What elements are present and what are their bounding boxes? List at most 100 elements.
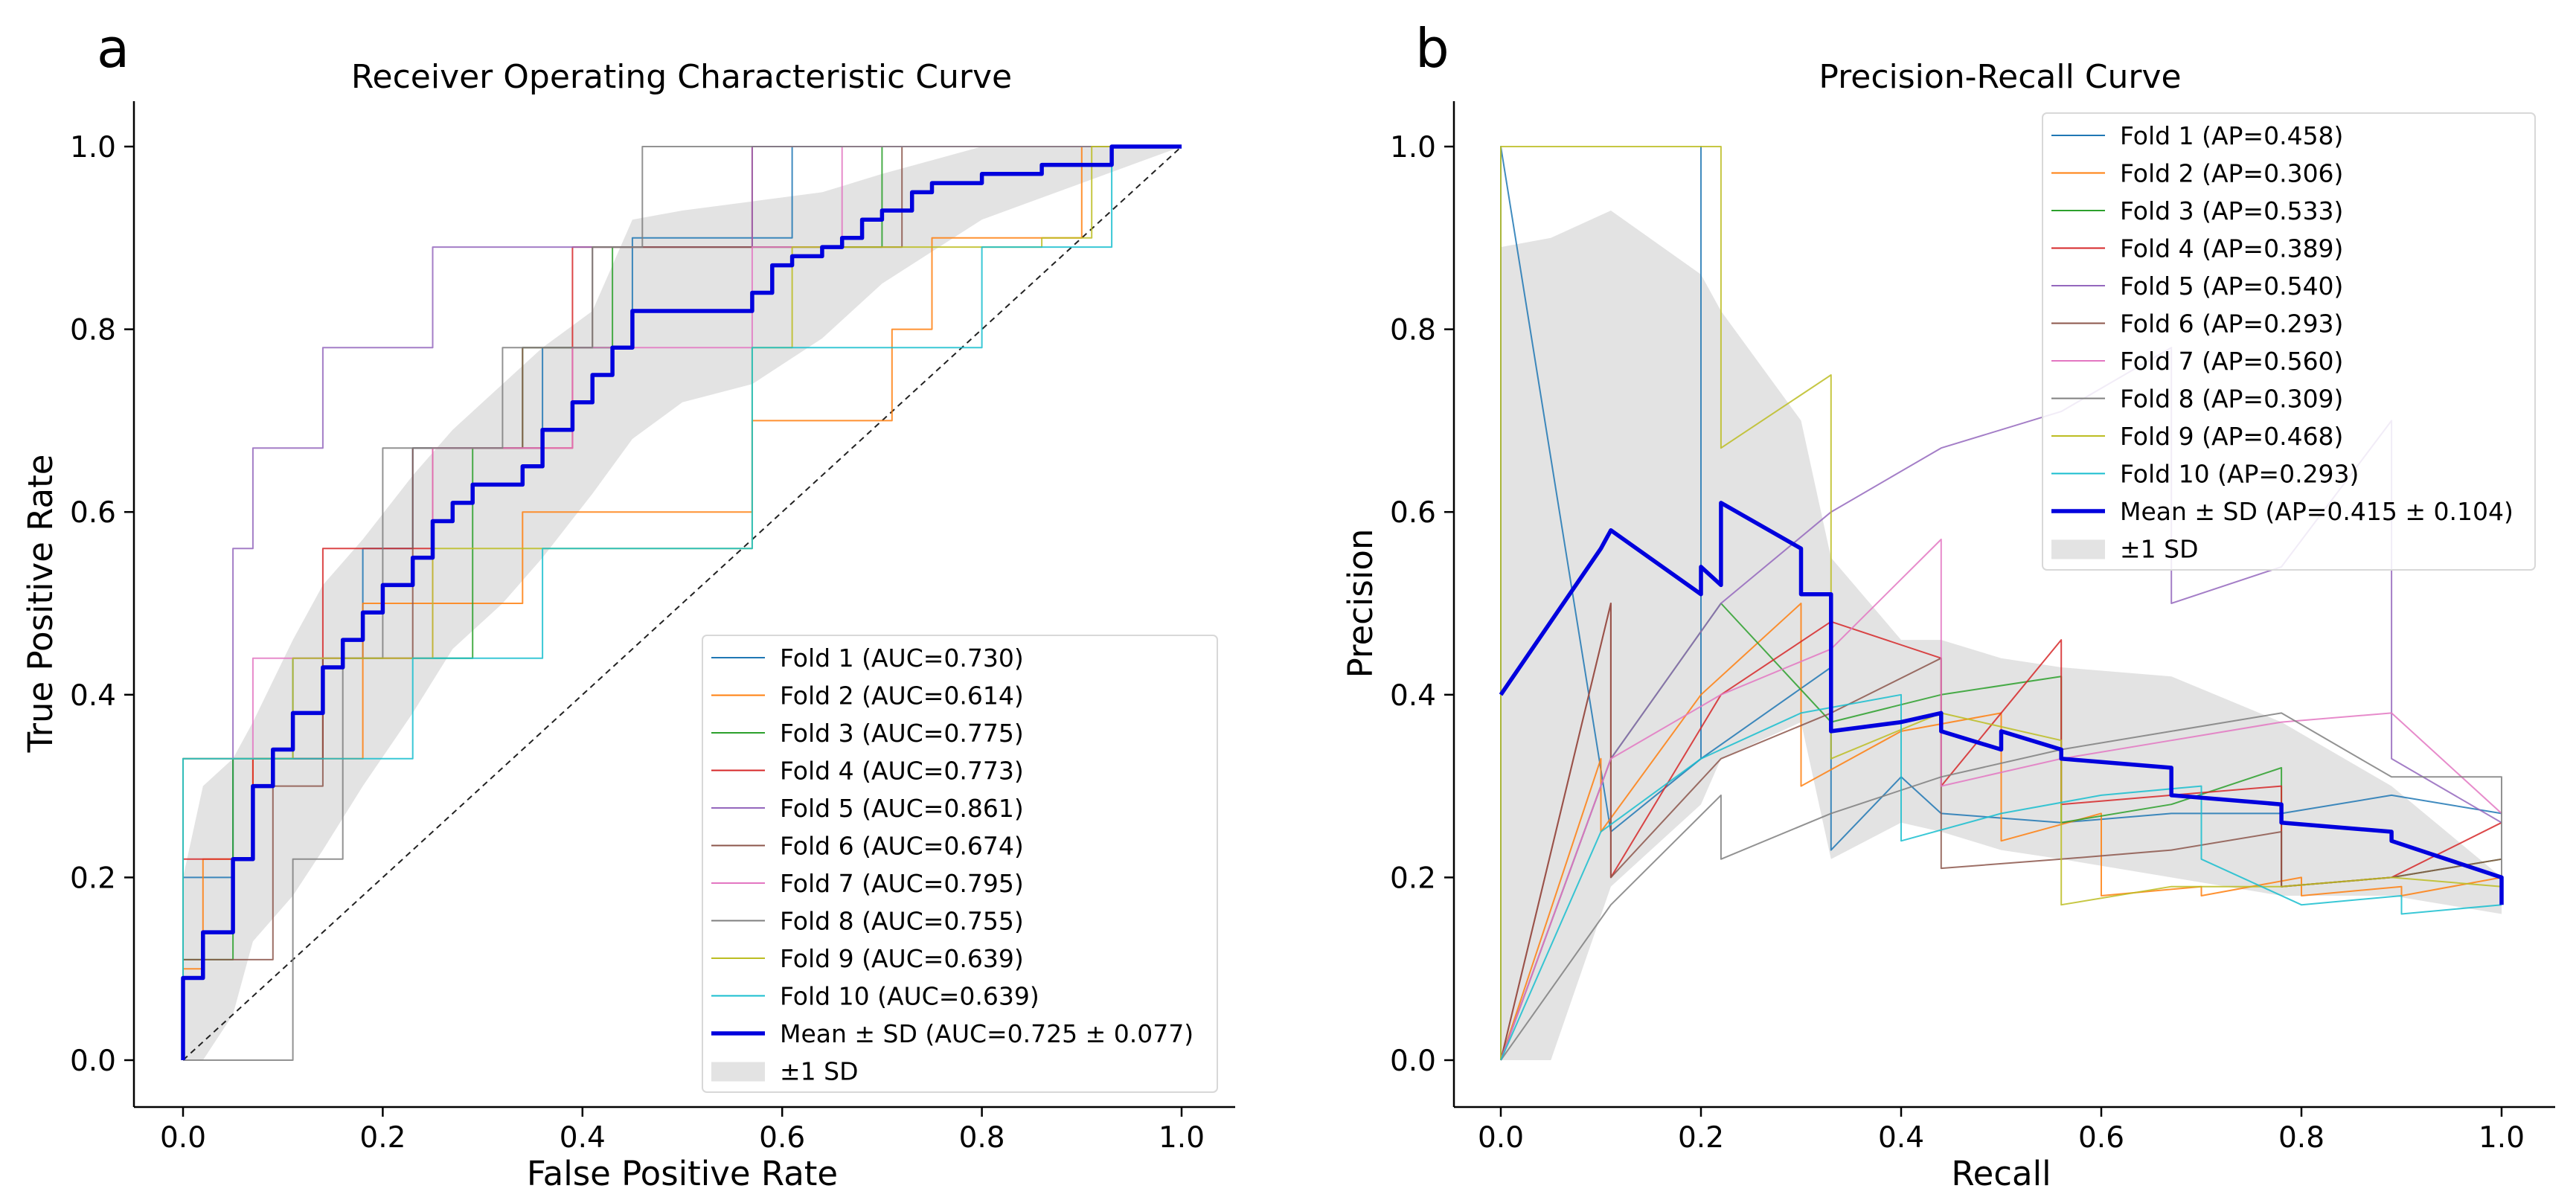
x-tick-label: 0.0 [1478,1121,1524,1155]
axes: 0.0 0.2 0.4 0.6 0.8 1.0 0.0 0.2 0.4 0.6 0.8 1.0 Fals… [21,101,1235,1193]
x-tick-label: 1.0 [1159,1121,1205,1155]
legend-label: Fold 9 (AP=0.468) [2120,422,2343,451]
legend-item: Fold 5 (AUC=0.861) [711,794,1024,823]
y-tick-label: 1.0 [70,131,116,164]
legend-label: Fold 10 (AUC=0.639) [780,982,1039,1011]
fold-series-line [1500,603,2502,1061]
axes: 0.0 0.2 0.4 0.6 0.8 1.0 0.0 0.2 0.4 0.6 0.8 1.0 Reca… [1341,101,2555,1193]
legend-label: Fold 4 (AP=0.389) [2120,234,2343,263]
y-tick-label: 0.8 [70,314,116,347]
fold-series-line [182,146,1182,1060]
legend-label: ±1 SD [780,1057,859,1086]
legend-label: Fold 5 (AP=0.540) [2120,272,2343,301]
legend-frame [702,635,1218,1093]
legend-item: Fold 1 (AUC=0.730) [711,644,1024,673]
legend-label: Fold 4 (AUC=0.773) [780,757,1024,786]
fold-series-line [183,146,1182,1061]
legend-label: Fold 1 (AUC=0.730) [780,644,1024,673]
legend-item: Fold 5 (AP=0.540) [2051,272,2343,301]
legend-label: Fold 2 (AUC=0.614) [780,681,1024,710]
x-axis-label: False Positive Rate [527,1154,838,1193]
mean-series-line [1499,501,2504,905]
legend-label: Fold 1 (AP=0.458) [2120,121,2343,150]
legend-swatch [711,1062,765,1082]
legend: Fold 1 (AP=0.458) Fold 2 (AP=0.306) Fold 3… [2042,112,2536,571]
legend-item: Fold 8 (AUC=0.755) [711,907,1024,936]
x-tick-label: 0.4 [1878,1121,1924,1155]
x-tick-label: 0.8 [2278,1121,2325,1155]
x-tick-label: 0.2 [359,1121,406,1155]
legend-item: Fold 2 (AP=0.306) [2051,159,2343,188]
legend-label: Fold 6 (AP=0.293) [2120,309,2343,339]
legend-item: ±1 SD [711,1057,859,1086]
x-tick-label: 0.6 [2078,1121,2124,1155]
x-axis-label: Recall [1951,1154,2051,1193]
fold-series-line [1500,539,2502,1061]
legend-item: Mean ± SD (AUC=0.725 ± 0.077) [711,1019,1194,1048]
y-axis-label: Precision [1341,529,1380,679]
fold-series-line [1500,146,2502,1060]
legend: Fold 1 (AUC=0.730) Fold 2 (AUC=0.614) Fold… [702,635,1218,1093]
plot-area [181,144,1182,1061]
legend-label: Fold 3 (AP=0.533) [2120,196,2343,225]
legend-item: Fold 6 (AP=0.293) [2051,309,2343,339]
y-tick-label: 0.0 [70,1045,116,1078]
fold-series-line [1500,712,2502,1061]
legend-label: Mean ± SD (AUC=0.725 ± 0.077) [780,1019,1194,1048]
x-tick-label: 0.8 [959,1121,1005,1155]
legend-item: Fold 10 (AP=0.293) [2051,460,2359,489]
x-tick-label: 0.2 [1678,1121,1724,1155]
legend-item: Fold 4 (AUC=0.773) [711,757,1024,786]
x-tick-label: 0.6 [759,1121,805,1155]
chance-diagonal [182,146,1182,1061]
x-tick-label: 0.0 [160,1121,206,1155]
mean-series-line [181,144,1182,1060]
legend-item: Fold 9 (AP=0.468) [2051,422,2343,451]
y-tick-label: 0.6 [70,496,116,530]
panel-letter: a [97,17,129,80]
legend-label: Fold 8 (AUC=0.755) [780,907,1024,936]
legend-item: Fold 6 (AUC=0.674) [711,832,1024,861]
legend-label: ±1 SD [2120,535,2199,564]
legend-item: Fold 4 (AP=0.389) [2051,234,2343,263]
fold-series-line [1500,693,2502,1061]
legend-label: Fold 9 (AUC=0.639) [780,944,1024,973]
chart-title: Receiver Operating Characteristic Curve [351,58,1012,96]
panel-letter: b [1415,17,1449,80]
legend-label: Fold 10 (AP=0.293) [2120,460,2359,489]
legend-label: Fold 5 (AUC=0.861) [780,794,1024,823]
y-tick-label: 0.8 [1390,314,1436,347]
legend-item: ±1 SD [2051,535,2199,564]
legend-frame [2042,112,2536,571]
legend-swatch [2051,539,2105,559]
chart-title: Precision-Recall Curve [1819,58,2181,96]
y-tick-label: 0.4 [70,679,116,713]
legend-item: Fold 8 (AP=0.309) [2051,385,2343,414]
y-tick-label: 0.0 [1390,1045,1436,1078]
legend-item: Fold 3 (AP=0.533) [2051,196,2343,225]
y-tick-label: 1.0 [1390,131,1436,164]
legend-label: Fold 6 (AUC=0.674) [780,832,1024,861]
legend-item: Fold 7 (AUC=0.795) [711,869,1024,898]
legend-label: Mean ± SD (AP=0.415 ± 0.104) [2120,497,2513,526]
x-tick-label: 1.0 [2479,1121,2525,1155]
legend-item: Fold 3 (AUC=0.775) [711,719,1024,748]
legend-label: Fold 7 (AUC=0.795) [780,869,1024,898]
sd-band [1501,211,2502,1060]
legend-label: Fold 3 (AUC=0.775) [780,719,1024,748]
legend-label: Fold 2 (AP=0.306) [2120,159,2343,188]
x-tick-label: 0.4 [560,1121,606,1155]
legend-label: Fold 8 (AP=0.309) [2120,385,2343,414]
legend-item: Fold 9 (AUC=0.639) [711,944,1024,973]
y-tick-label: 0.6 [1390,496,1436,530]
legend-item: Fold 10 (AUC=0.639) [711,982,1039,1011]
y-axis-label: True Positive Rate [21,455,60,754]
panel-b: b Precision-Recall Curve 0.0 0.2 0.4 0.6 0.8 1.… [1341,17,2555,1193]
legend-label: Fold 7 (AP=0.560) [2120,347,2343,376]
legend-item: Fold 1 (AP=0.458) [2051,121,2343,150]
legend-item: Fold 2 (AUC=0.614) [711,681,1024,710]
y-tick-label: 0.2 [1390,862,1436,895]
legend-item: Fold 7 (AP=0.560) [2051,347,2343,376]
panel-a: a Receiver Operating Characteristic Curve… [21,17,1235,1193]
